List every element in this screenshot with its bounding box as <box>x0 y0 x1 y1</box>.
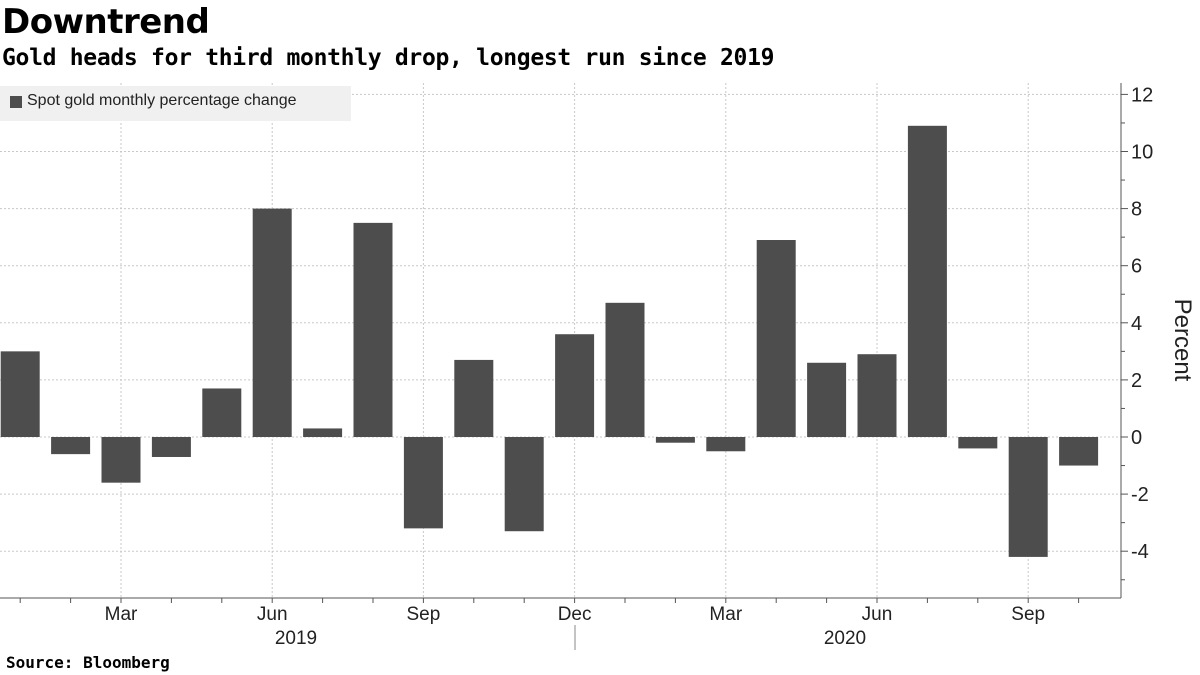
x-tick-label: Sep <box>406 604 440 625</box>
bar <box>756 240 796 437</box>
chart-title: Downtrend <box>2 2 210 42</box>
y-tick-label: 2 <box>1131 370 1142 392</box>
x-tick-label: Jun <box>257 604 288 625</box>
bar <box>101 437 141 483</box>
bar <box>151 437 191 457</box>
bar <box>605 302 645 437</box>
bar <box>0 351 40 437</box>
bar <box>706 437 746 452</box>
y-tick-label: 6 <box>1131 256 1142 278</box>
x-tick-label: Dec <box>558 604 592 625</box>
bar <box>1008 437 1048 557</box>
x-tick-label: Mar <box>709 604 742 625</box>
bar <box>51 437 91 455</box>
bar <box>655 437 695 443</box>
y-tick-label: -4 <box>1131 541 1149 563</box>
bar <box>252 208 292 437</box>
legend-label: Spot gold monthly percentage change <box>27 92 297 109</box>
bar <box>857 354 897 437</box>
bar <box>202 388 242 437</box>
source-note: Source: Bloomberg <box>6 653 170 672</box>
bar <box>907 125 947 438</box>
y-tick-label: 8 <box>1131 199 1142 221</box>
bar <box>303 428 343 437</box>
x-tick-label: Sep <box>1011 604 1045 625</box>
y-tick-label: 4 <box>1131 313 1142 335</box>
y-axis-label: Percent <box>1169 299 1196 382</box>
x-tick-label: Jun <box>862 604 893 625</box>
y-tick-label: -2 <box>1131 484 1149 506</box>
bar <box>958 437 998 449</box>
bar <box>555 334 595 437</box>
y-tick-label: 12 <box>1131 84 1153 106</box>
year-label-2019: 2019 <box>275 628 317 649</box>
bar <box>403 437 443 529</box>
chart-subtitle: Gold heads for third monthly drop, longe… <box>2 45 775 71</box>
bar <box>353 222 393 437</box>
year-label-2020: 2020 <box>824 628 866 649</box>
bar <box>454 359 494 437</box>
legend: Spot gold monthly percentage change <box>0 86 351 121</box>
y-tick-label: 0 <box>1131 427 1142 449</box>
bar <box>807 362 847 437</box>
x-tick-label: Mar <box>105 604 138 625</box>
bar <box>504 437 544 532</box>
legend-swatch <box>10 96 22 108</box>
y-tick-label: 10 <box>1131 142 1153 164</box>
bar <box>1059 437 1099 466</box>
